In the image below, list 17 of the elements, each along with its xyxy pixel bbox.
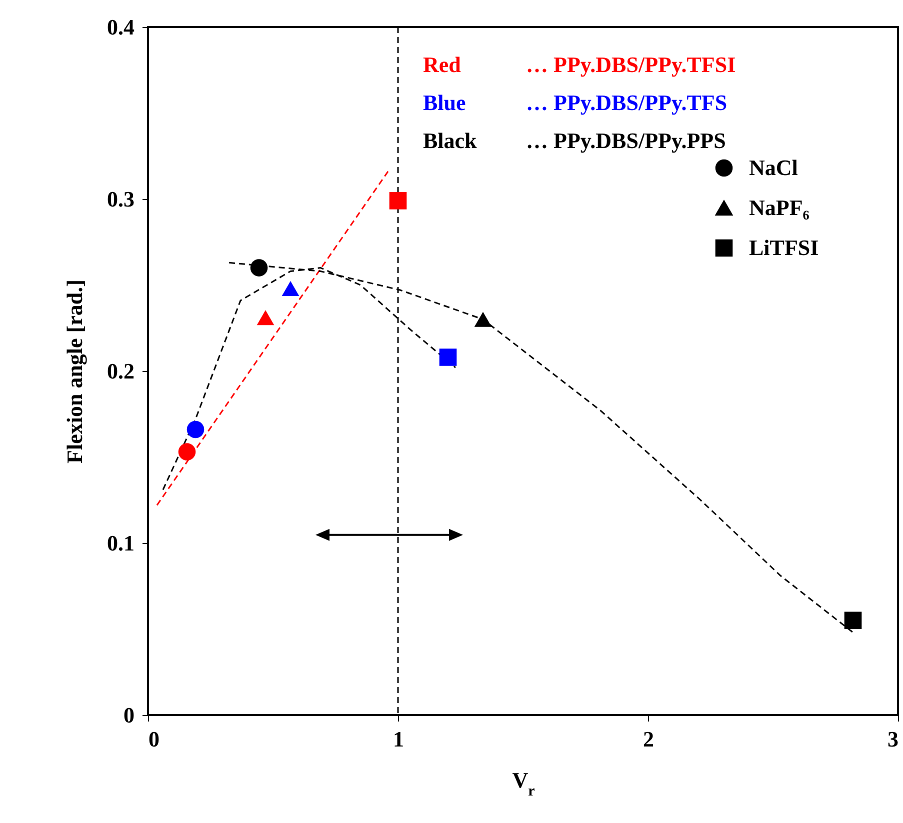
text: Black … PPy.DBS/PPy.PPS: [423, 128, 726, 153]
y-tick-label: 0.3: [107, 186, 134, 212]
x-tick-label: 1: [393, 726, 404, 752]
x-tick-label: 3: [888, 726, 898, 752]
text: Red … PPy.DBS/PPy.TFSI: [423, 52, 736, 77]
x-tick-label: 2: [643, 726, 654, 752]
text: Blue … PPy.DBS/PPy.TFS: [423, 90, 728, 115]
y-tick-label: 0: [124, 702, 134, 728]
y-tick-label: 0.1: [107, 530, 134, 556]
y-axis-title: Flexion angle [rad.]: [62, 280, 87, 464]
legend-label: LiTFSI: [749, 235, 819, 260]
y-tick-label: 0.2: [107, 358, 134, 384]
x-tick-label: 0: [148, 726, 160, 752]
legend-label: NaPF₆: [749, 195, 810, 220]
legend-label: NaCl: [749, 155, 798, 180]
y-tick-label: 0.4: [107, 14, 134, 40]
x-axis-title: V$_{r}$: [512, 768, 536, 800]
